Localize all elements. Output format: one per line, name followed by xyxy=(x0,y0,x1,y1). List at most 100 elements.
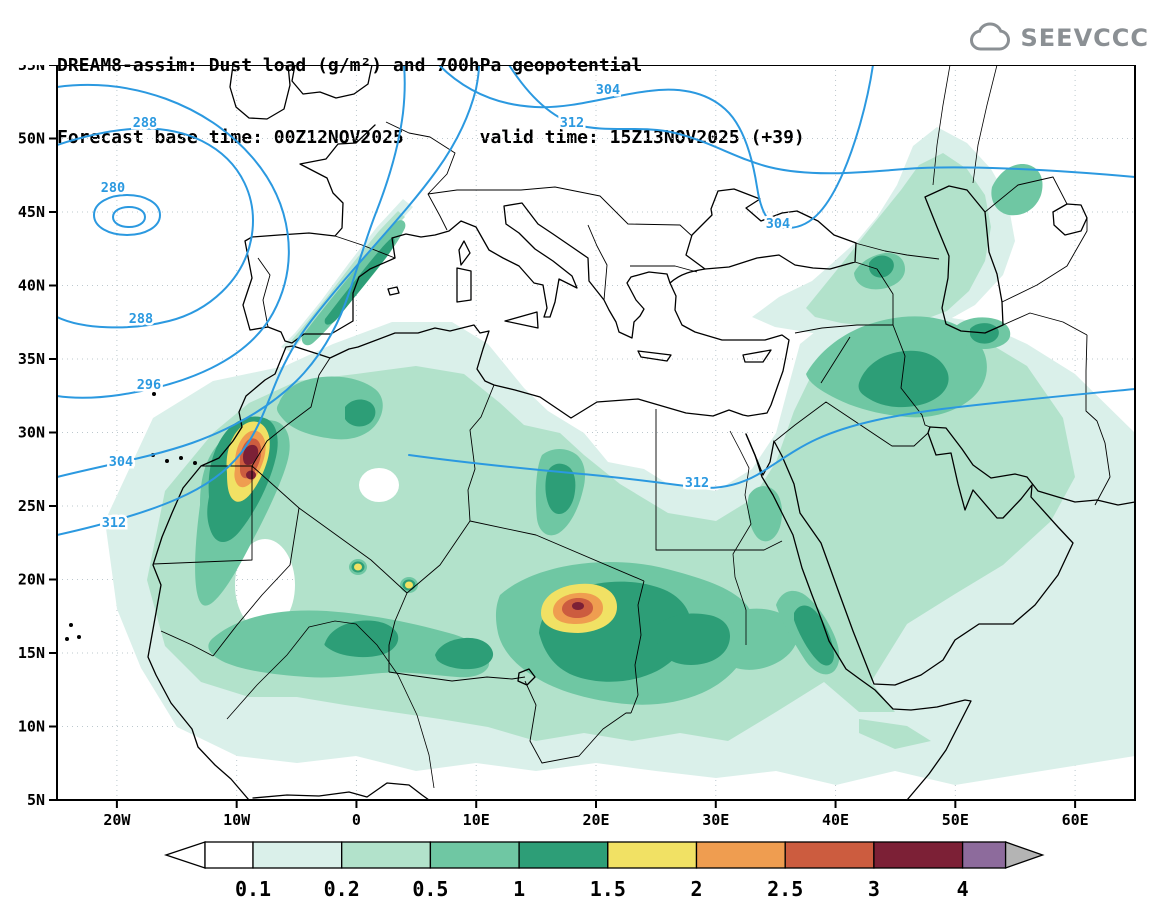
dust-region xyxy=(991,164,1043,216)
colorbar-segment xyxy=(873,841,964,869)
colorbar-segment xyxy=(341,841,432,869)
dust-region xyxy=(859,719,931,749)
contour-line-304-west xyxy=(57,65,406,478)
colorbar-segment xyxy=(607,841,698,869)
coastline-europe-africa xyxy=(147,124,790,800)
colorbar-label: 1.5 xyxy=(590,877,626,901)
colorbar-segment xyxy=(252,841,343,869)
x-axis-label: 20W xyxy=(103,811,131,829)
y-axis-label: 20N xyxy=(18,571,45,589)
seevccc-logo: SEEVCCC xyxy=(967,20,1150,56)
dust-region xyxy=(794,605,834,666)
dust-region xyxy=(435,637,494,670)
contour-label: 296 xyxy=(137,377,161,393)
colorbar-label: 0.5 xyxy=(412,877,448,901)
contour-line-296 xyxy=(57,83,290,399)
colorbar-label: 4 xyxy=(957,877,969,901)
coastline-gulf-of-guinea xyxy=(252,782,430,800)
logo-text: SEEVCCC xyxy=(1020,24,1149,52)
island-sicily xyxy=(504,311,539,329)
colorbar-label: 0.1 xyxy=(235,877,271,901)
contour-label: 288 xyxy=(129,311,153,327)
chart-subtitle: Forecast base time: 00Z12NOV2025 valid t… xyxy=(57,127,805,148)
river-niger xyxy=(226,620,435,789)
colorbar-segment xyxy=(784,841,875,869)
contour-label: 312 xyxy=(560,115,584,131)
dust-region xyxy=(349,559,418,593)
island-mallorca xyxy=(387,286,400,296)
geopotential-contours xyxy=(57,65,1135,536)
colorbar-label: 0.2 xyxy=(324,877,360,901)
x-axis-label: 10E xyxy=(463,811,490,829)
small-islands xyxy=(65,392,197,641)
colorbar-label: 3 xyxy=(868,877,880,901)
coastline-arabia xyxy=(745,426,1074,686)
contour-label: 312 xyxy=(102,515,126,531)
aral-sea-outline xyxy=(1052,203,1088,236)
caspian-sea-outline xyxy=(924,185,1004,334)
contour-line-304-east xyxy=(438,65,874,230)
contour-labels: 280 288 288 296 304 312 312 304 304 312 xyxy=(98,80,792,534)
dust-region xyxy=(345,399,376,427)
dust-region xyxy=(657,613,731,665)
river-nile xyxy=(729,430,752,645)
contour-line-312-west xyxy=(57,65,480,536)
contour-label: 304 xyxy=(596,82,620,98)
colorbar-segment xyxy=(695,841,786,869)
colorbar-left-arrow xyxy=(163,841,206,869)
y-axis-label: 45N xyxy=(18,203,45,221)
dust-region xyxy=(747,486,783,542)
colorbar-right-arrow xyxy=(1004,841,1045,869)
y-axis-label: 30N xyxy=(18,424,45,442)
contour-label: 312 xyxy=(685,475,709,491)
contour-line-312-north xyxy=(508,65,1135,178)
dust-region xyxy=(869,255,894,278)
colorbar: 0.1 0.2 0.5 1 1.5 2 2.5 3 4 xyxy=(163,841,1045,901)
x-axis-label: 40E xyxy=(822,811,849,829)
contour-line-280 xyxy=(92,193,162,237)
dust-region xyxy=(806,153,991,327)
dust-region xyxy=(324,237,395,325)
coastline-iran-gulf xyxy=(929,426,1135,506)
dust-load-shading xyxy=(105,127,1135,785)
contour-line-288 xyxy=(57,127,254,329)
contour-line-312-south xyxy=(408,388,1135,489)
axis-labels: 5N 10N 15N 20N 25N 30N 35N 40N 45N 50N 55N 20W 10W 0 1… xyxy=(18,65,1089,829)
dust-region xyxy=(246,470,256,480)
contour-label: 304 xyxy=(109,454,133,470)
contour-line-280-inner xyxy=(111,205,147,229)
island-crete xyxy=(637,350,672,362)
island-cyprus xyxy=(742,349,772,363)
coastlines-and-borders xyxy=(65,65,1135,800)
colorbar-segment xyxy=(518,841,609,869)
x-axis-label: 50E xyxy=(942,811,969,829)
y-axis-label: 55N xyxy=(18,65,45,74)
axis-ticks xyxy=(49,65,1077,808)
dust-region xyxy=(324,620,399,658)
lake-chad xyxy=(517,668,536,686)
map-canvas: 280 288 288 296 304 312 312 304 304 312 5N 10N 15N 2… xyxy=(18,65,1136,829)
colorbar-label: 1 xyxy=(513,877,525,901)
x-axis-label: 20E xyxy=(582,811,609,829)
cloud-icon xyxy=(967,20,1013,56)
island-corsica xyxy=(458,240,471,266)
colorbar-label: 2.5 xyxy=(767,877,803,901)
dust-region xyxy=(572,602,584,610)
coastline-redsea-horn xyxy=(745,433,972,800)
colorbar-label: 2 xyxy=(690,877,702,901)
y-axis-label: 15N xyxy=(18,644,45,662)
island-ireland xyxy=(229,65,291,120)
island-sardinia xyxy=(456,267,472,303)
y-axis-label: 25N xyxy=(18,497,45,515)
river-ural xyxy=(972,65,998,184)
contour-label: 304 xyxy=(766,216,790,232)
marmara-coast xyxy=(669,268,706,284)
x-axis-label: 10W xyxy=(223,811,251,829)
dust-region xyxy=(712,608,798,670)
island-britain xyxy=(291,65,373,99)
y-axis-label: 40N xyxy=(18,277,45,295)
dust-region xyxy=(354,563,413,589)
dust-region xyxy=(858,350,949,408)
colorbar-segment xyxy=(204,841,254,869)
